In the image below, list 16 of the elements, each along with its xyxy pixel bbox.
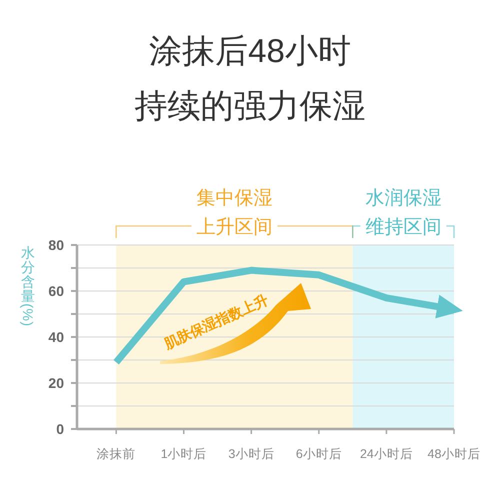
x-tick-label: 48小时后 — [428, 447, 480, 461]
x-tick-label: 6小时后 — [296, 447, 342, 461]
y-tick-label: 80 — [48, 237, 64, 253]
y-tick-label: 40 — [48, 329, 64, 345]
x-tick-label: 24小时后 — [360, 447, 413, 461]
chart-title: 涂抹后48小时持续的强力保湿 — [134, 32, 366, 124]
band-label: 集中保湿上升区间 — [196, 188, 272, 238]
x-tick-label: 1小时后 — [160, 447, 207, 461]
x-tick-label: 3小时后 — [228, 447, 274, 461]
y-tick-label: 0 — [56, 421, 64, 437]
y-axis-title: 水分含量(%) — [20, 244, 36, 326]
y-tick-label: 60 — [48, 283, 64, 299]
y-tick-label: 20 — [48, 375, 64, 391]
x-tick-label: 涂抹前 — [96, 447, 136, 461]
band-label: 水润保湿维持区间 — [365, 187, 442, 238]
annotation: 肌肤保湿指数上升 — [160, 291, 270, 352]
